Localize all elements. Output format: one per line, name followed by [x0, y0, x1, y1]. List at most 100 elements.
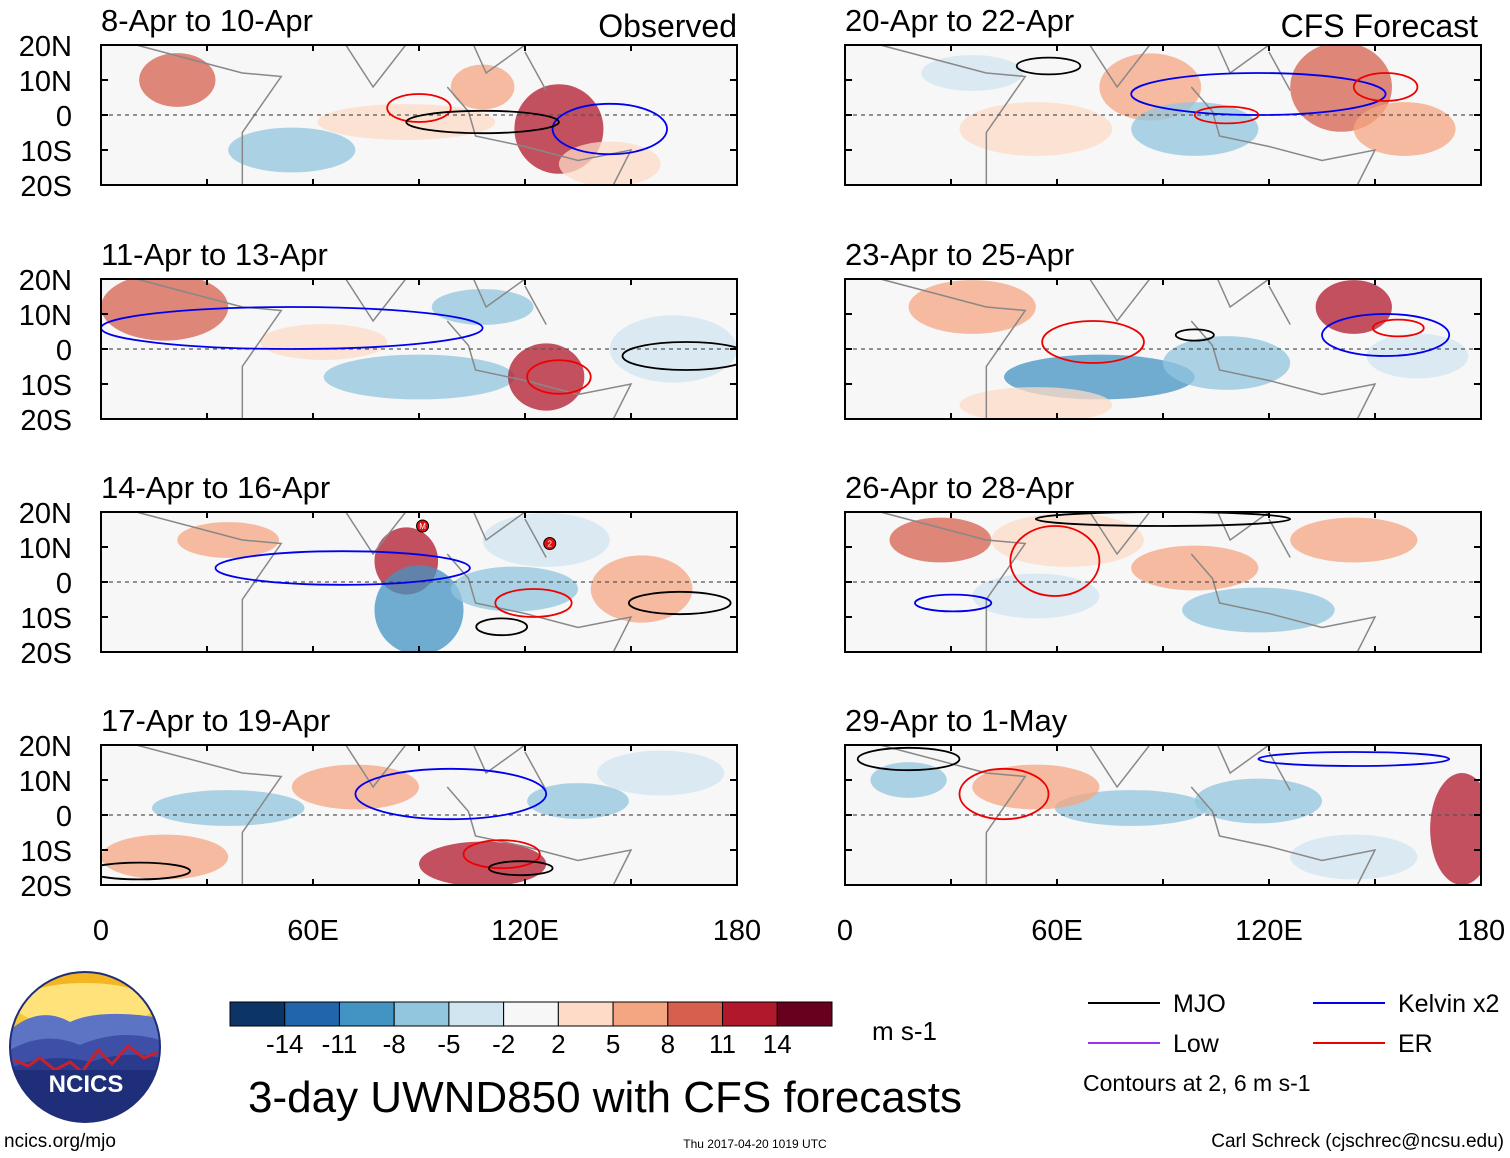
coastline-maritime	[446, 320, 633, 419]
map-panel-6: 23-Apr to 25-Apr	[844, 237, 1482, 420]
colorbar-label: -8	[383, 1029, 406, 1059]
colorbar-swatch	[776, 1001, 833, 1027]
coastline-asia	[1216, 279, 1291, 325]
anomaly-shading	[972, 764, 1100, 810]
legend-label: ER	[1398, 1030, 1433, 1058]
anomaly-shading	[1430, 773, 1481, 885]
panel-title: 11-Apr to 13-Apr	[101, 237, 328, 272]
colorbar-swatch	[557, 1001, 614, 1027]
colorbar-swatch	[503, 1001, 559, 1027]
contour-mjo	[1174, 328, 1215, 342]
coastline-india	[1088, 279, 1151, 323]
contour-er	[494, 588, 573, 618]
y-tick-label: 10S	[20, 136, 72, 168]
contour-note: Contours at 2, 6 m s-1	[1083, 1070, 1311, 1096]
main-title: 3-day UWND850 with CFS forecasts	[248, 1073, 962, 1122]
map-panel-5: 20-Apr to 22-Apr	[844, 3, 1482, 186]
contour-er	[1352, 72, 1419, 102]
anomaly-shading	[527, 783, 629, 819]
anomaly-shading	[291, 764, 419, 810]
colorbar-label: -11	[322, 1029, 358, 1059]
x-tick-label: 180	[713, 915, 761, 947]
y-tick-label: 10N	[19, 66, 72, 98]
coastline-africa	[136, 279, 283, 419]
anomaly-shading	[921, 55, 1024, 91]
anomaly-shading	[260, 324, 388, 360]
y-tick-label: 0	[56, 801, 72, 833]
colorbar-units: m s-1	[872, 1016, 937, 1046]
contour-er	[1041, 320, 1145, 364]
anomaly-shading	[590, 555, 693, 623]
anomaly-shading	[972, 573, 1100, 619]
contour-mjo	[856, 746, 961, 772]
colorbar: -14 -11 -8 -5 -2 2 5 8 11 14	[229, 1001, 833, 1059]
y-tick-label: 10S	[20, 603, 72, 635]
colorbar-swatch	[338, 1001, 395, 1027]
panel-title: 26-Apr to 28-Apr	[845, 470, 1074, 505]
coastline-asia	[472, 512, 547, 558]
colorbar-swatch	[722, 1001, 778, 1027]
y-tick-label: 10N	[19, 766, 72, 798]
anomaly-shading	[450, 566, 578, 612]
anomaly-shading	[228, 127, 356, 173]
colorbar-label: 14	[763, 1029, 792, 1059]
ncics-logo: NCICS	[9, 971, 161, 1123]
anomaly-shading	[1290, 45, 1392, 132]
anomaly-shading	[959, 387, 1113, 419]
colorbar-swatch	[448, 1001, 505, 1027]
coastline-asia	[472, 279, 547, 325]
contour-mjo	[475, 617, 529, 637]
anomaly-shading	[959, 102, 1113, 156]
y-tick-label: 10S	[20, 836, 72, 868]
footer-timestamp: Thu 2017-04-20 1019 UTC	[683, 1137, 827, 1151]
y-tick-label: 10S	[20, 370, 72, 402]
coastline-india	[1088, 745, 1151, 789]
x-axes: 0 60E 120E 180 0 60E 120E 180	[93, 915, 1505, 947]
storm-marker	[543, 537, 557, 550]
legend-label: Low	[1173, 1030, 1220, 1058]
anomaly-shading	[597, 750, 725, 796]
anomaly-shading	[101, 279, 229, 341]
contour-mjo	[1034, 512, 1292, 527]
anomaly-shading	[1290, 834, 1418, 880]
y-tick-label: 20S	[20, 171, 72, 203]
coastline-india	[1088, 45, 1151, 89]
contour-mjo	[1015, 56, 1082, 76]
anomaly-shading	[177, 522, 280, 558]
footer-url[interactable]: ncics.org/mjo	[4, 1131, 116, 1152]
coastline-maritime	[1190, 786, 1377, 885]
contour-er	[386, 93, 452, 123]
coastline-africa	[136, 512, 283, 652]
anomaly-shading	[1163, 336, 1291, 390]
anomaly-shading	[450, 64, 515, 110]
x-tick-label: 0	[837, 915, 853, 947]
x-tick-label: 120E	[491, 915, 559, 947]
anomaly-shading	[374, 565, 464, 652]
coastline-maritime	[1190, 553, 1377, 652]
coastline-india	[344, 279, 407, 323]
coastline-africa	[880, 745, 1027, 885]
anomaly-shading	[889, 517, 992, 563]
colorbar-swatch	[229, 1001, 286, 1027]
contour-kelvin	[214, 550, 471, 586]
colorbar-swatch	[612, 1001, 669, 1027]
x-tick-label: 60E	[287, 915, 339, 947]
y-tick-label: 20S	[20, 871, 72, 903]
anomaly-shading	[508, 343, 585, 411]
contour-kelvin	[1257, 751, 1451, 767]
contour-kelvin	[354, 767, 548, 821]
coastline-africa	[880, 279, 1027, 419]
contour-kelvin	[1321, 313, 1451, 357]
logo-text: NCICS	[49, 1071, 124, 1098]
y-tick-label: 10N	[19, 533, 72, 565]
colorbar-swatch	[393, 1001, 450, 1027]
coastline-maritime	[446, 786, 633, 885]
x-tick-label: 60E	[1031, 915, 1083, 947]
panel-title: 14-Apr to 16-Apr	[101, 470, 330, 505]
y-tick-label: 20S	[20, 638, 72, 670]
anomaly-shading	[419, 841, 547, 885]
